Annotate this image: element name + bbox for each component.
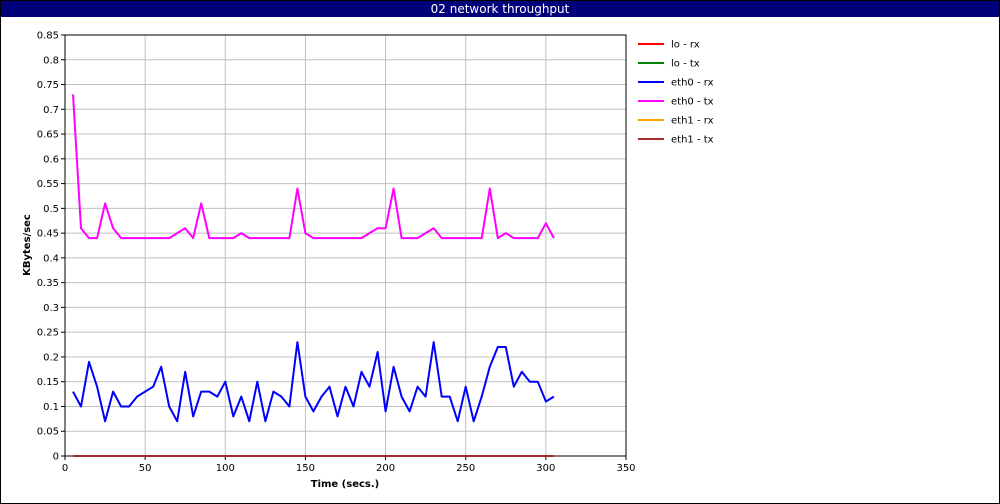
y-tick-label: 0 (53, 452, 59, 463)
y-tick-label: 0.15 (37, 377, 59, 388)
y-tick-label: 0.1 (43, 402, 59, 413)
y-tick-label: 0.45 (37, 229, 59, 240)
x-tick-label: 150 (296, 463, 315, 474)
x-tick-label: 50 (139, 463, 152, 474)
y-axis-ticks: 0 0.05 0.1 0.15 0.2 0.25 0.3 0.35 0.4 0.45 0.5 0.55… (37, 31, 65, 463)
x-tick-label: 0 (62, 463, 68, 474)
legend-label: eth0 - tx (671, 97, 714, 108)
legend-label: eth1 - tx (671, 135, 714, 146)
y-tick-label: 0.7 (43, 105, 59, 116)
y-tick-label: 0.6 (43, 154, 59, 165)
x-tick-label: 300 (536, 463, 555, 474)
legend-label: lo - tx (671, 59, 700, 70)
y-tick-label: 0.5 (43, 204, 59, 215)
legend-label: eth0 - rx (671, 78, 714, 89)
series-line-eth0-tx (72, 94, 555, 240)
y-tick-label: 0.4 (43, 253, 59, 264)
y-tick-label: 0.55 (37, 179, 59, 190)
y-axis-label: KBytes/sec (22, 214, 33, 276)
y-tick-label: 0.75 (37, 80, 59, 91)
y-tick-label: 0.85 (37, 31, 59, 42)
y-tick-label: 0.2 (43, 352, 59, 363)
legend: lo - rx lo - tx eth0 - rx eth0 - tx eth1 - r… (638, 40, 714, 146)
x-tick-label: 100 (216, 463, 235, 474)
legend-label: lo - rx (671, 40, 700, 51)
y-tick-label: 0.65 (37, 130, 59, 141)
y-tick-label: 0.8 (43, 55, 59, 66)
series-lines (72, 94, 555, 457)
x-axis-ticks: 0 50 100 150 200 250 300 350 (62, 456, 636, 474)
y-tick-label: 0.05 (37, 427, 59, 438)
series-line-eth0-rx (72, 341, 555, 423)
legend-label: eth1 - rx (671, 116, 714, 127)
grid (64, 34, 627, 457)
y-tick-label: 0.35 (37, 278, 59, 289)
x-tick-label: 250 (456, 463, 475, 474)
x-tick-label: 350 (616, 463, 635, 474)
x-axis-label: Time (secs.) (311, 479, 380, 490)
y-tick-label: 0.25 (37, 328, 59, 339)
window-title: 02 network throughput (1, 1, 999, 17)
y-tick-label: 0.3 (43, 303, 59, 314)
x-tick-label: 200 (376, 463, 395, 474)
